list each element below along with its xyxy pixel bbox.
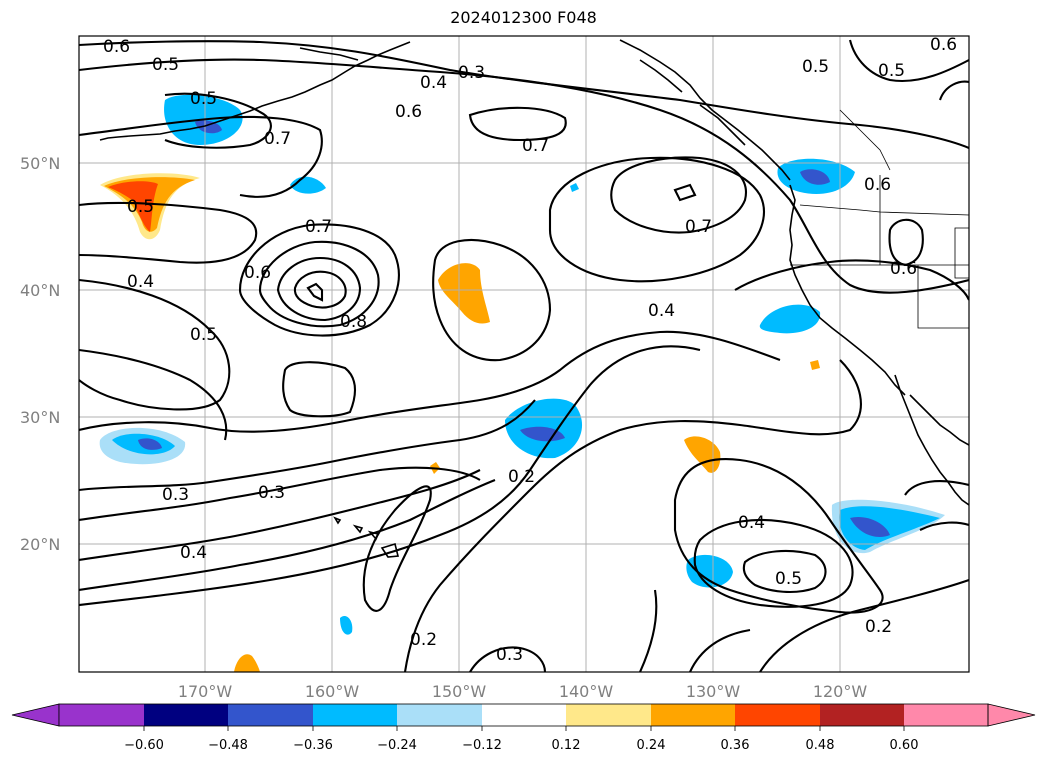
colorbar-tick-label: −0.48 xyxy=(208,738,248,753)
contour-label: 0.7 xyxy=(305,217,332,237)
contour-label: 0.7 xyxy=(685,217,712,237)
contour-label: 0.5 xyxy=(152,55,179,75)
colorbar-tick-label: −0.12 xyxy=(462,738,502,753)
colorbar: −0.60 −0.48 −0.36 −0.24 −0.12 0.12 0.24 … xyxy=(11,703,1036,753)
contour-label: 0.4 xyxy=(180,543,207,563)
contour-label: 0.6 xyxy=(395,102,422,122)
contour-label: 0.6 xyxy=(103,37,130,57)
negative-core xyxy=(195,120,222,134)
negative-region xyxy=(686,554,733,588)
contour-label: 0.5 xyxy=(878,61,905,81)
contour-label: 0.4 xyxy=(420,73,447,93)
longitude-label: 160°W xyxy=(305,682,360,701)
positive-region xyxy=(438,263,490,324)
positive-region xyxy=(684,436,721,473)
positive-core xyxy=(108,181,158,232)
contour-label-group: 0.6 0.5 0.4 0.3 0.6 0.5 0.5 0.6 0.7 0.7 … xyxy=(103,35,957,665)
contour-label: 0.3 xyxy=(458,63,485,83)
colorbar-segment xyxy=(228,704,313,726)
colorbar-tick-label: 0.24 xyxy=(637,738,666,753)
colorbar-tick-label: −0.36 xyxy=(293,738,333,753)
contour-label: 0.5 xyxy=(775,569,802,589)
longitude-label: 130°W xyxy=(686,682,741,701)
contour-label: 0.5 xyxy=(190,89,217,109)
latitude-label: 20°N xyxy=(20,535,60,554)
contour-label: 0.6 xyxy=(244,263,271,283)
colorbar-segment xyxy=(735,704,820,726)
colorbar-under-arrow xyxy=(11,703,60,727)
map-frame xyxy=(78,35,970,673)
coastlines xyxy=(99,39,969,558)
longitude-axis: 170°W 160°W 150°W 140°W 130°W 120°W xyxy=(178,682,868,701)
colorbar-tick-label: 0.60 xyxy=(890,738,919,753)
negative-core xyxy=(850,516,890,537)
negative-region xyxy=(570,183,579,192)
map-title: 2024012300 F048 xyxy=(450,8,597,27)
contour-label: 0.2 xyxy=(508,467,535,487)
colorbar-segment xyxy=(482,704,566,726)
contour-label: 0.2 xyxy=(410,630,437,650)
positive-region xyxy=(810,360,820,370)
shaded-regions xyxy=(99,94,945,672)
contour-label: 0.2 xyxy=(865,617,892,637)
contour-label: 0.3 xyxy=(496,645,523,665)
contour-label: 0.6 xyxy=(890,259,917,279)
contour-label: 0.8 xyxy=(340,312,367,332)
colorbar-segment xyxy=(313,704,397,726)
negative-core xyxy=(800,169,830,185)
contour-label: 0.5 xyxy=(802,57,829,77)
contour-label: 0.4 xyxy=(738,513,765,533)
colorbar-tick-label: −0.60 xyxy=(124,738,164,753)
colorbar-tick-label: 0.48 xyxy=(806,738,835,753)
colorbar-tick-label: 0.36 xyxy=(721,738,750,753)
negative-region xyxy=(340,615,353,635)
negative-core xyxy=(138,438,162,450)
colorbar-ticks xyxy=(143,726,905,731)
colorbar-tick-label: −0.24 xyxy=(377,738,417,753)
contour-label: 0.3 xyxy=(258,483,285,503)
latitude-label: 40°N xyxy=(20,281,60,300)
colorbar-segment xyxy=(59,704,144,726)
longitude-label: 120°W xyxy=(813,682,868,701)
negative-region xyxy=(839,506,940,550)
contour-label: 0.6 xyxy=(930,35,957,55)
colorbar-segment xyxy=(144,704,228,726)
colorbar-over-arrow xyxy=(987,703,1036,727)
colorbar-segment xyxy=(820,704,904,726)
graticule xyxy=(79,36,969,672)
contour-label: 0.4 xyxy=(127,272,154,292)
latitude-label: 50°N xyxy=(20,154,60,173)
contour-label: 0.7 xyxy=(264,129,291,149)
colorbar-segment xyxy=(651,704,735,726)
contour-label: 0.3 xyxy=(162,485,189,505)
colorbar-tick-label: 0.12 xyxy=(552,738,581,753)
negative-region xyxy=(759,304,821,334)
colorbar-segment xyxy=(397,704,482,726)
latitude-axis: 50°N 40°N 30°N 20°N xyxy=(20,154,60,554)
negative-core xyxy=(520,426,565,442)
colorbar-segment xyxy=(566,704,651,726)
contour-label: 0.5 xyxy=(127,197,154,217)
contour-label: 0.5 xyxy=(190,325,217,345)
contour-label: 0.6 xyxy=(864,175,891,195)
contour-lines xyxy=(79,39,969,672)
longitude-label: 140°W xyxy=(559,682,614,701)
colorbar-outline xyxy=(58,703,989,727)
latitude-label: 30°N xyxy=(20,408,60,427)
longitude-label: 170°W xyxy=(178,682,233,701)
contour-label: 0.7 xyxy=(522,136,549,156)
colorbar-segment xyxy=(904,704,988,726)
contour-label: 0.4 xyxy=(648,301,675,321)
longitude-label: 150°W xyxy=(432,682,487,701)
positive-region xyxy=(234,654,260,672)
